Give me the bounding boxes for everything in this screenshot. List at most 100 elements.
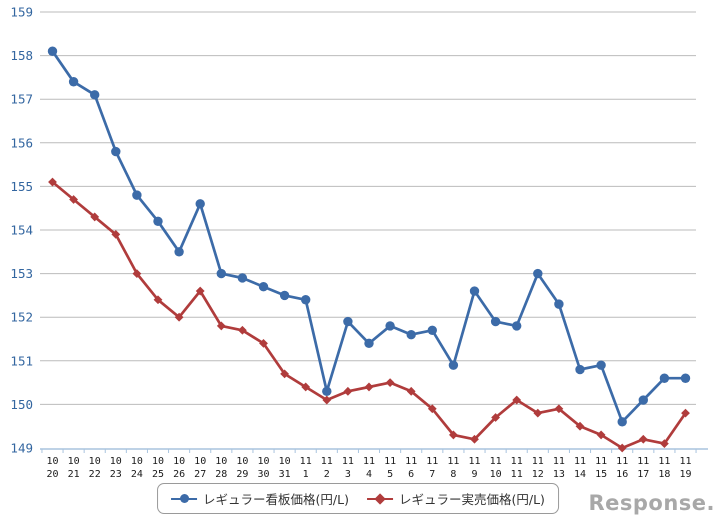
data-point-signboard — [279, 290, 290, 301]
data-point-actual — [427, 404, 437, 414]
legend-label-signboard-price: レギュラー看板価格(円/L) — [203, 492, 349, 507]
svg-text:10: 10 — [110, 456, 122, 467]
svg-text:10: 10 — [236, 456, 248, 467]
data-point-actual — [343, 386, 353, 396]
svg-text:150: 150 — [10, 397, 33, 412]
svg-text:10: 10 — [131, 456, 143, 467]
y-axis-labels: 149 150 151 152 153 154 155 156 157 158 159 — [10, 5, 33, 456]
svg-text:3: 3 — [345, 469, 351, 480]
data-point-signboard — [617, 417, 627, 427]
svg-text:10: 10 — [89, 456, 101, 467]
data-point-signboard — [406, 329, 416, 340]
svg-text:21: 21 — [68, 469, 80, 480]
data-point-actual — [90, 212, 100, 222]
data-point-signboard — [575, 364, 585, 375]
svg-text:151: 151 — [10, 353, 33, 368]
svg-text:10: 10 — [152, 456, 164, 467]
svg-text:27: 27 — [194, 469, 206, 480]
svg-text:11: 11 — [468, 456, 480, 467]
svg-text:10: 10 — [279, 456, 291, 467]
svg-text:5: 5 — [387, 469, 393, 480]
svg-text:26: 26 — [173, 469, 185, 480]
svg-text:12: 12 — [532, 469, 544, 480]
svg-text:11: 11 — [553, 456, 565, 467]
svg-text:11: 11 — [574, 456, 586, 467]
data-point-actual — [195, 286, 205, 296]
svg-text:11: 11 — [616, 456, 628, 467]
svg-text:15: 15 — [595, 469, 607, 480]
data-point-actual — [153, 295, 163, 305]
data-point-actual — [259, 338, 268, 348]
data-point-signboard — [258, 281, 269, 292]
data-point-actual — [322, 395, 332, 405]
data-point-actual — [554, 404, 564, 414]
svg-text:149: 149 — [10, 441, 33, 456]
data-point-actual — [111, 229, 121, 239]
data-point-actual — [681, 408, 690, 418]
svg-text:22: 22 — [89, 469, 101, 480]
svg-text:16: 16 — [616, 469, 628, 480]
chart-legend: レギュラー看板価格(円/L) レギュラー実売価格(円/L) — [157, 483, 559, 514]
svg-text:11: 11 — [300, 456, 312, 467]
svg-text:18: 18 — [658, 469, 670, 480]
data-point-signboard — [512, 321, 522, 331]
data-point-actual — [617, 443, 627, 453]
legend-label-actual-price: レギュラー実売価格(円/L) — [398, 492, 545, 507]
svg-text:11: 11 — [405, 456, 417, 467]
svg-text:31: 31 — [279, 469, 291, 480]
data-point-signboard — [469, 286, 480, 296]
svg-text:9: 9 — [471, 469, 477, 480]
data-point-actual — [575, 421, 585, 431]
svg-text:17: 17 — [637, 469, 649, 480]
svg-text:25: 25 — [152, 469, 164, 480]
data-point-signboard — [659, 373, 670, 383]
data-point-signboard — [364, 338, 374, 349]
price-line-chart: 1491501511521531541551561571581591020102… — [10, 5, 708, 480]
data-point-actual — [385, 378, 395, 387]
data-point-actual — [660, 439, 669, 449]
data-point-signboard — [554, 299, 564, 309]
data-point-actual — [301, 382, 311, 392]
data-point-actual — [491, 413, 500, 422]
x-axis-line — [40, 448, 708, 453]
data-point-actual — [48, 177, 57, 187]
data-point-signboard — [90, 90, 100, 100]
response-watermark-logo: Response. — [588, 491, 715, 515]
svg-text:10: 10 — [173, 456, 185, 467]
svg-text:2: 2 — [324, 469, 330, 480]
data-point-actual — [69, 195, 78, 204]
data-point-signboard — [322, 386, 332, 397]
data-point-signboard — [153, 216, 163, 226]
svg-text:11: 11 — [511, 469, 523, 480]
svg-text:158: 158 — [10, 48, 33, 63]
svg-text:155: 155 — [10, 179, 33, 194]
svg-text:10: 10 — [46, 456, 58, 467]
svg-text:24: 24 — [131, 469, 143, 480]
data-point-signboard — [343, 316, 353, 327]
svg-text:10: 10 — [194, 456, 206, 467]
legend-item-signboard-price: レギュラー看板価格(円/L) — [171, 489, 349, 508]
svg-text:23: 23 — [110, 469, 122, 480]
svg-text:7: 7 — [429, 469, 435, 480]
data-point-signboard — [490, 316, 501, 327]
gridlines — [40, 11, 696, 405]
data-point-signboard — [638, 395, 648, 405]
data-point-actual — [174, 312, 184, 322]
svg-text:1: 1 — [303, 469, 309, 480]
data-point-signboard — [448, 360, 459, 370]
data-point-signboard — [301, 295, 311, 305]
data-point-actual — [449, 430, 458, 440]
svg-text:152: 152 — [10, 310, 33, 325]
svg-text:156: 156 — [10, 135, 33, 150]
data-point-signboard — [111, 146, 121, 157]
red-diamond-series-icon — [366, 492, 393, 505]
data-point-actual — [280, 369, 289, 379]
svg-text:11: 11 — [384, 456, 396, 467]
data-point-actual — [238, 325, 247, 335]
data-point-signboard — [132, 190, 142, 200]
data-point-actual — [132, 269, 142, 278]
data-point-actual — [638, 434, 648, 444]
x-axis-labels: 1020102110221023102410251026102710281029… — [46, 456, 691, 480]
svg-text:153: 153 — [10, 266, 33, 281]
